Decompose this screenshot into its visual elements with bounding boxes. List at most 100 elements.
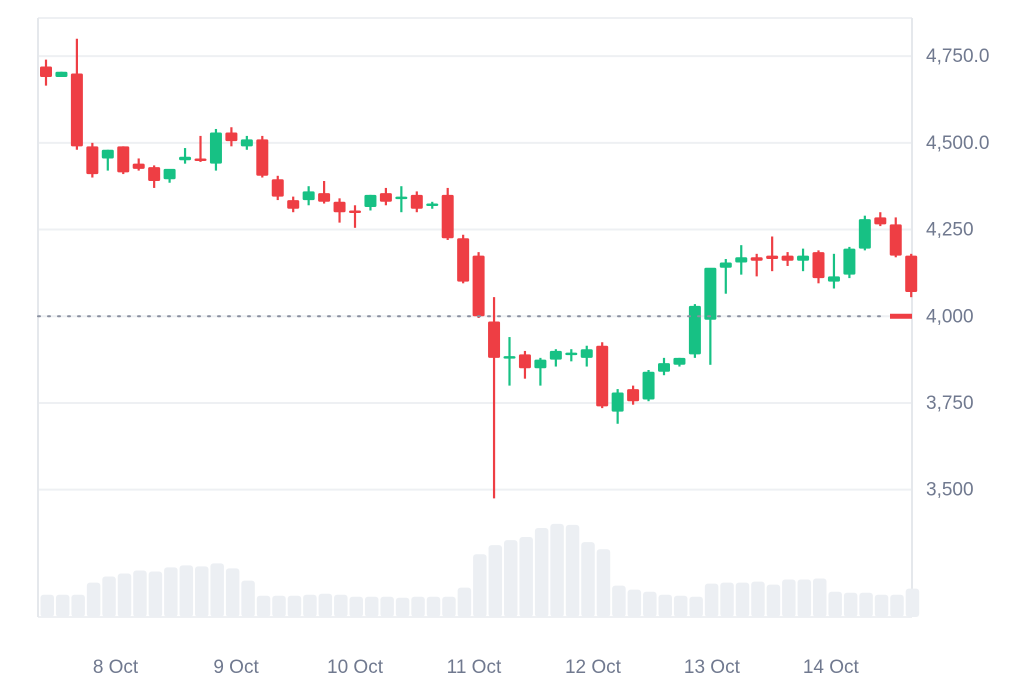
candlestick — [580, 345, 593, 367]
candlestick — [364, 194, 377, 211]
x-axis-tick-label: 12 Oct — [565, 657, 622, 678]
candlestick — [287, 196, 300, 213]
candle-body — [565, 352, 578, 356]
y-axis-labels: 4,750.0 4,500.0 4,250 4,000 3,750 3,500 — [926, 46, 989, 501]
volume-bar — [225, 568, 240, 617]
volume-bar — [813, 578, 827, 617]
candlestick — [101, 149, 114, 171]
candlestick — [379, 187, 392, 206]
candle-body — [642, 371, 655, 400]
y-axis-tick-label: 4,750.0 — [926, 46, 989, 67]
candle-body — [827, 276, 840, 282]
volume-bar — [735, 582, 750, 617]
candle-body — [379, 193, 392, 202]
candlestick — [117, 146, 130, 175]
volume-bar — [550, 523, 564, 617]
volume-bar — [643, 591, 657, 617]
volume-bar — [102, 576, 116, 617]
candle-body — [70, 73, 83, 147]
candlestick — [86, 142, 99, 178]
candle-body — [781, 255, 794, 261]
candlestick — [658, 357, 670, 376]
candle-body — [503, 356, 516, 359]
volume-bar — [318, 593, 333, 617]
volume-bar — [148, 571, 163, 617]
candlestick — [472, 252, 485, 318]
candlestick — [349, 205, 361, 228]
reference-line-4000 — [37, 313, 912, 319]
candle-body — [518, 354, 531, 369]
candlestick — [209, 128, 222, 171]
volume-bar — [565, 524, 580, 617]
candlestick — [797, 248, 810, 272]
candlestick — [240, 135, 253, 150]
candle-body — [889, 224, 902, 256]
candlestick — [225, 127, 238, 147]
candlestick — [256, 135, 269, 178]
volume-bar — [334, 594, 348, 617]
candlestick — [549, 349, 562, 367]
candle-body — [209, 132, 222, 164]
candle-body — [395, 196, 408, 200]
volume-bar — [859, 592, 873, 617]
volume-bar — [534, 527, 549, 617]
volume-bar — [581, 542, 595, 617]
candle-body — [101, 149, 114, 159]
volume-bar — [782, 579, 796, 617]
candle-body — [148, 167, 161, 181]
volume-bar — [704, 583, 719, 617]
volume-bar — [828, 591, 842, 617]
volume-bar — [504, 540, 518, 617]
candlestick — [766, 236, 779, 272]
volume-bar — [890, 594, 904, 617]
candlestick — [457, 234, 470, 284]
candle-body — [163, 168, 176, 180]
candle-body — [457, 238, 470, 282]
candle-body — [534, 359, 547, 369]
candlestick — [781, 252, 794, 266]
candlestick — [395, 186, 408, 213]
volume-bar — [766, 584, 781, 617]
candle-body — [874, 217, 887, 225]
candlestick — [426, 201, 439, 209]
candle-body — [797, 255, 810, 261]
candle-body — [627, 389, 640, 402]
candlestick — [812, 250, 825, 284]
volume-bar — [843, 592, 858, 617]
candle-body — [426, 203, 439, 207]
candlestick — [179, 148, 192, 164]
candlestick — [503, 337, 516, 386]
volume-bar — [874, 594, 889, 617]
candle-body — [271, 179, 284, 197]
candle-body — [580, 349, 593, 358]
candle-body — [704, 267, 717, 320]
volume-bar — [720, 582, 734, 617]
volume-bar — [488, 545, 503, 617]
candle-body — [256, 139, 269, 176]
candlestick — [627, 385, 640, 405]
candlestick — [673, 357, 686, 367]
volume-bar — [426, 596, 441, 617]
volume-bar — [658, 594, 672, 617]
volume-bar — [905, 588, 920, 617]
volume-bar — [596, 549, 611, 617]
y-axis-tick-label: 3,750 — [926, 393, 974, 414]
volume-bar — [55, 594, 70, 617]
candlestick — [302, 186, 315, 206]
volume-bar — [751, 581, 765, 617]
volume-bar — [40, 594, 54, 617]
candle-body — [333, 201, 346, 213]
x-axis-tick-label: 14 Oct — [803, 657, 860, 678]
candle-body — [843, 248, 856, 275]
volume-bar — [380, 596, 394, 617]
candle-body — [132, 163, 145, 169]
y-axis-tick-label: 4,250 — [926, 220, 974, 241]
x-axis-tick-label: 10 Oct — [327, 657, 384, 678]
candlestick — [843, 246, 856, 279]
candle-body — [441, 194, 454, 239]
candle-body — [905, 255, 918, 292]
candlestick — [271, 175, 284, 201]
candlestick — [889, 217, 902, 258]
x-axis-tick-label: 8 Oct — [93, 657, 139, 678]
